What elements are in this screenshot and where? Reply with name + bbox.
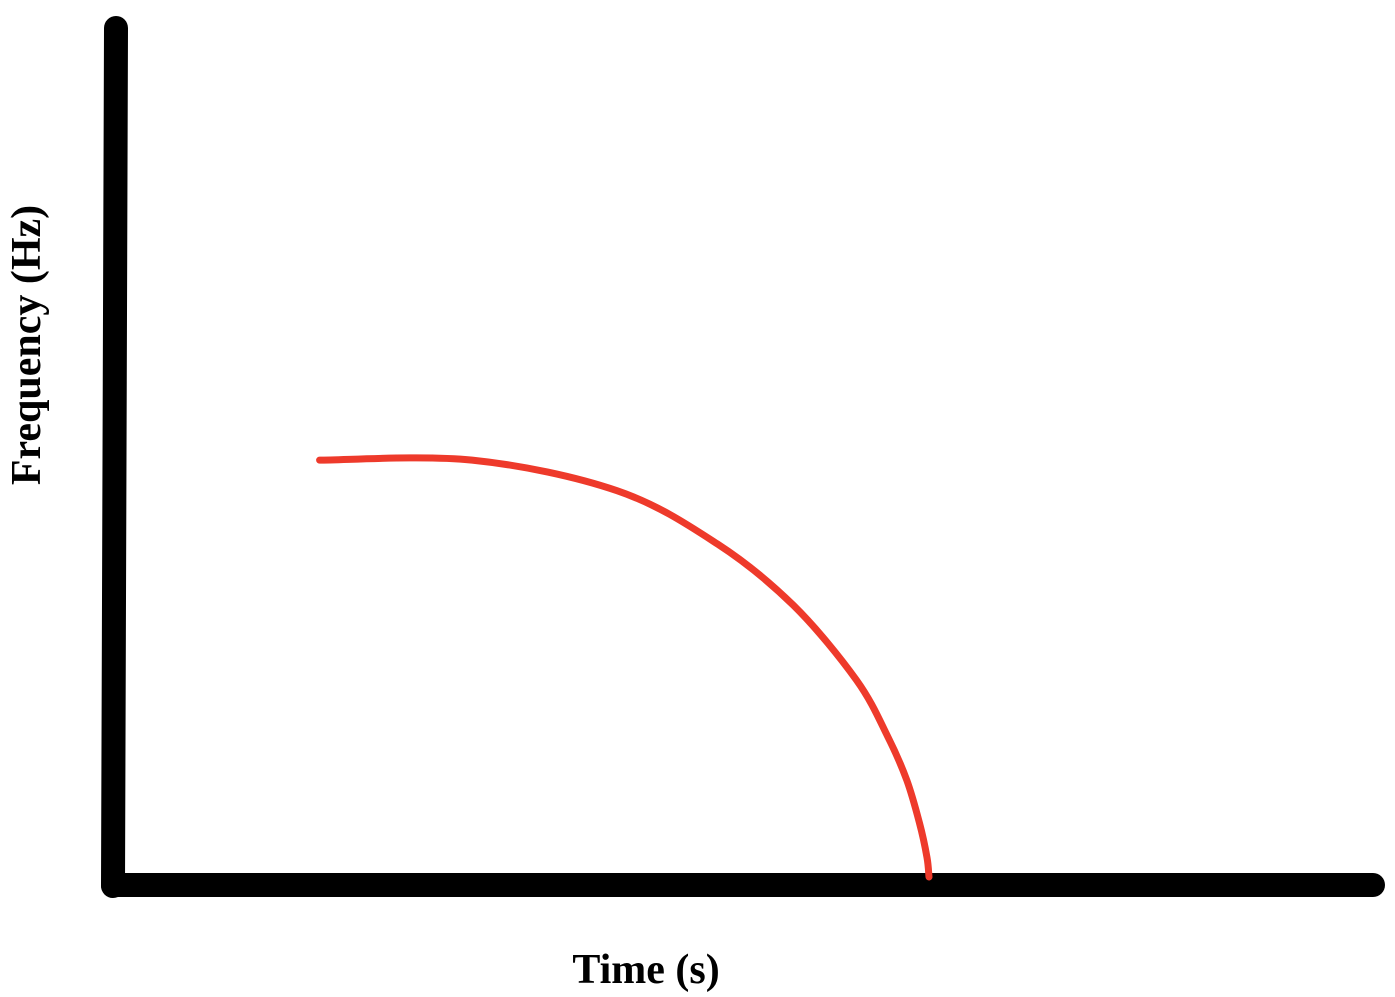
y-axis-label: Frequency (Hz) bbox=[4, 205, 50, 485]
x-axis-label: Time (s) bbox=[572, 947, 719, 993]
y-axis-line bbox=[101, 16, 128, 898]
frequency-curve bbox=[316, 454, 933, 881]
